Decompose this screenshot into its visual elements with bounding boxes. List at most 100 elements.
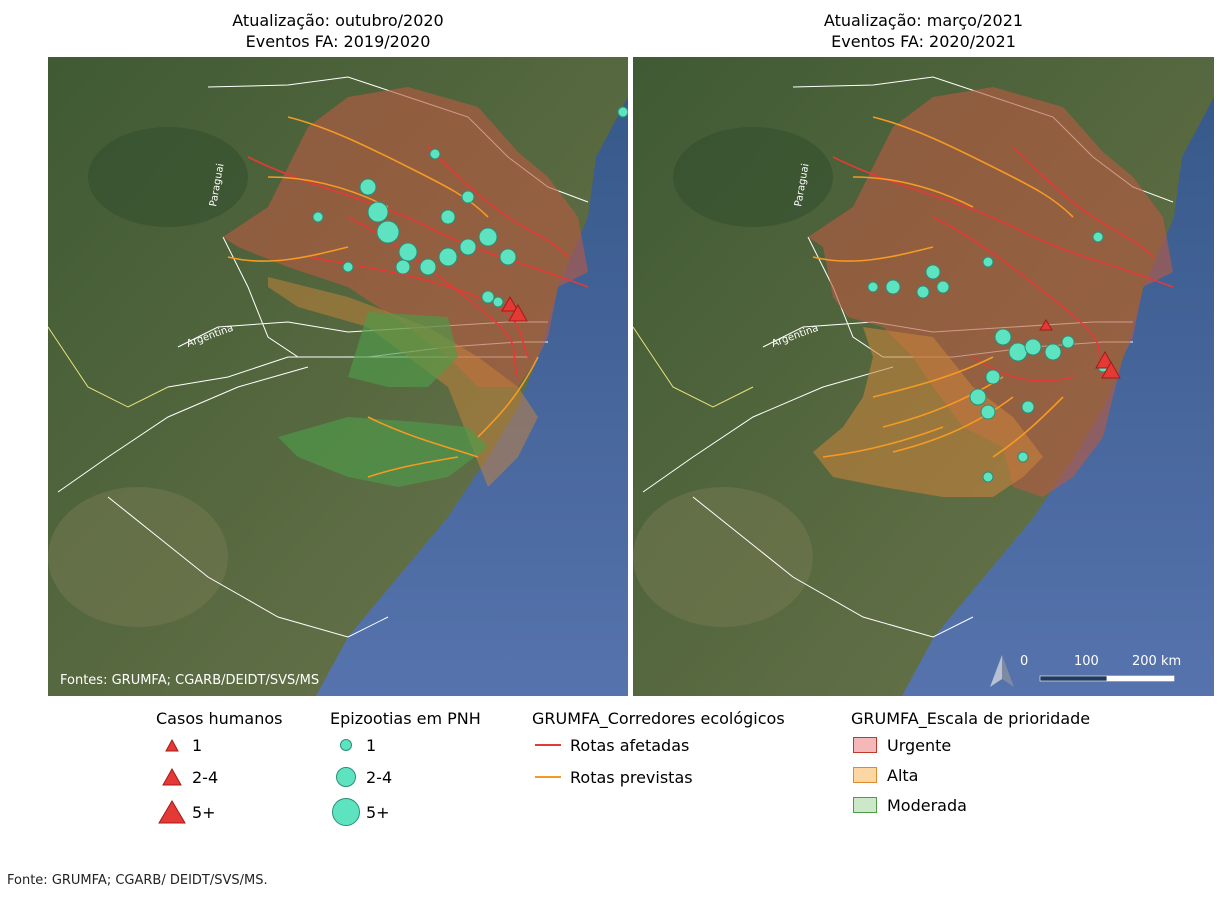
- epizootic-marker: [936, 280, 950, 294]
- left-map-panel: Paraguai Argentina: [48, 57, 628, 696]
- epizootic-marker: [1017, 451, 1029, 463]
- right-map-panel: Paraguai Argentina: [633, 57, 1214, 696]
- legend-item: Rotas afetadas: [532, 730, 785, 760]
- epizootic-marker: [982, 471, 994, 483]
- right-map-svg: Paraguai Argentina: [633, 57, 1214, 696]
- legend-epizootias: Epizootias em PNH 1 2-4 5+: [330, 708, 481, 830]
- border-line: [107, 496, 389, 638]
- red-line-icon: [532, 743, 564, 747]
- epizootic-marker: [342, 261, 354, 273]
- legend-label: 5+: [366, 802, 390, 822]
- zone-urgente: [223, 87, 588, 387]
- route-affected: [932, 216, 1104, 378]
- epizootic-marker: [1092, 231, 1104, 243]
- right-title-update: Atualização: março/2021: [823, 11, 1024, 30]
- left-map-svg: Paraguai Argentina: [48, 57, 628, 696]
- epizootic-marker: [617, 106, 628, 118]
- legend-label: 2-4: [366, 767, 393, 787]
- orange-line-icon: [532, 775, 564, 779]
- epizootic-marker: [481, 290, 495, 304]
- legend-escala-prioridade: GRUMFA_Escala de prioridade Urgente Alta…: [851, 708, 1090, 820]
- border-line: [48, 326, 169, 408]
- epizootic-marker: [969, 388, 987, 406]
- zone-moderada: [278, 417, 488, 487]
- epizootic-marker: [1061, 335, 1075, 349]
- legend-item: Rotas previstas: [532, 760, 785, 794]
- legend-item: 5+: [330, 794, 481, 830]
- left-map-title: Atualização: outubro/2020 Eventos FA: 20…: [48, 10, 628, 52]
- legend-label: 5+: [192, 802, 216, 822]
- epizootic-marker: [438, 247, 458, 267]
- epizootic-marker: [1021, 400, 1035, 414]
- epizootic-marker: [492, 296, 504, 308]
- route-affected: [427, 146, 569, 258]
- epizootic-marker: [499, 248, 517, 266]
- route-predicted: [477, 356, 539, 438]
- epizootic-marker: [994, 328, 1012, 346]
- scale-bar-segment: [1039, 675, 1108, 682]
- epizootic-marker: [395, 259, 411, 275]
- route-predicted: [882, 376, 1004, 428]
- human-case-marker: [1039, 319, 1053, 331]
- epizootic-marker: [419, 258, 437, 276]
- figure-source-footer: Fonte: GRUMFA; CGARB/ DEIDT/SVS/MS.: [7, 873, 268, 888]
- legend-label: 1: [366, 735, 377, 755]
- farmland-patch: [633, 487, 813, 627]
- legend-item: 1: [330, 730, 481, 760]
- epizootic-marker: [1044, 343, 1062, 361]
- legend-item: 2-4: [330, 760, 481, 794]
- epizootic-marker: [376, 220, 400, 244]
- scale-bar-labels: 0 100 200 km: [1020, 654, 1198, 670]
- circle-medium-icon: [330, 766, 362, 788]
- route-affected: [307, 256, 529, 358]
- left-title-update: Atualização: outubro/2020: [232, 11, 444, 30]
- swatch-alta-icon: [851, 767, 879, 783]
- legend-label: 2-4: [192, 767, 219, 787]
- legend-label: 1: [192, 735, 203, 755]
- human-case-marker: [501, 295, 519, 312]
- epizootic-marker: [359, 178, 377, 196]
- epizootic-marker: [885, 279, 901, 295]
- ocean: [316, 97, 628, 696]
- legend-title: GRUMFA_Escala de prioridade: [851, 709, 1091, 728]
- epizootic-marker: [440, 209, 456, 225]
- route-predicted: [852, 176, 974, 208]
- right-map-title: Atualização: março/2021 Eventos FA: 2020…: [633, 10, 1214, 52]
- legend-corredores: GRUMFA_Corredores ecológicos Rotas afeta…: [532, 708, 785, 794]
- scale-label-200: 200 km: [1132, 654, 1182, 669]
- right-title-events: Eventos FA: 2020/2021: [831, 32, 1016, 51]
- border-line: [642, 366, 894, 493]
- epizootic-marker: [478, 227, 498, 247]
- epizootic-marker: [980, 404, 996, 420]
- triangle-small-icon: [156, 738, 188, 752]
- legend-label: Rotas afetadas: [570, 735, 690, 755]
- epizootic-marker: [925, 264, 941, 280]
- legend-title: Epizootias em PNH: [330, 709, 481, 728]
- legend-label: Urgente: [887, 735, 952, 755]
- legend-item: Urgente: [851, 730, 1090, 760]
- epizootic-marker: [461, 190, 475, 204]
- triangle-medium-icon: [156, 768, 188, 786]
- route-affected: [1012, 146, 1154, 258]
- route-predicted: [872, 356, 994, 398]
- north-arrow-icon: [989, 654, 1015, 688]
- scale-label-0: 0: [1020, 654, 1029, 669]
- human-case-marker: [1101, 360, 1121, 379]
- legend-label: Alta: [887, 765, 919, 785]
- route-predicted: [992, 396, 1064, 458]
- epizootic-marker: [459, 238, 477, 256]
- triangle-large-icon: [156, 800, 188, 824]
- route-affected: [972, 356, 1074, 382]
- legend-casos-humanos: Casos humanos 1 2-4 5+: [156, 708, 282, 830]
- circle-small-icon: [330, 738, 362, 752]
- route-predicted: [367, 416, 479, 458]
- epizootic-marker: [1024, 338, 1042, 356]
- ocean: [902, 97, 1214, 696]
- epizootic-marker: [429, 148, 441, 160]
- legend-item: Alta: [851, 760, 1090, 790]
- border-line: [57, 366, 309, 493]
- swatch-urgente-icon: [851, 737, 879, 753]
- epizootic-marker: [367, 201, 389, 223]
- epizootic-marker: [867, 281, 879, 293]
- border-line: [633, 326, 754, 408]
